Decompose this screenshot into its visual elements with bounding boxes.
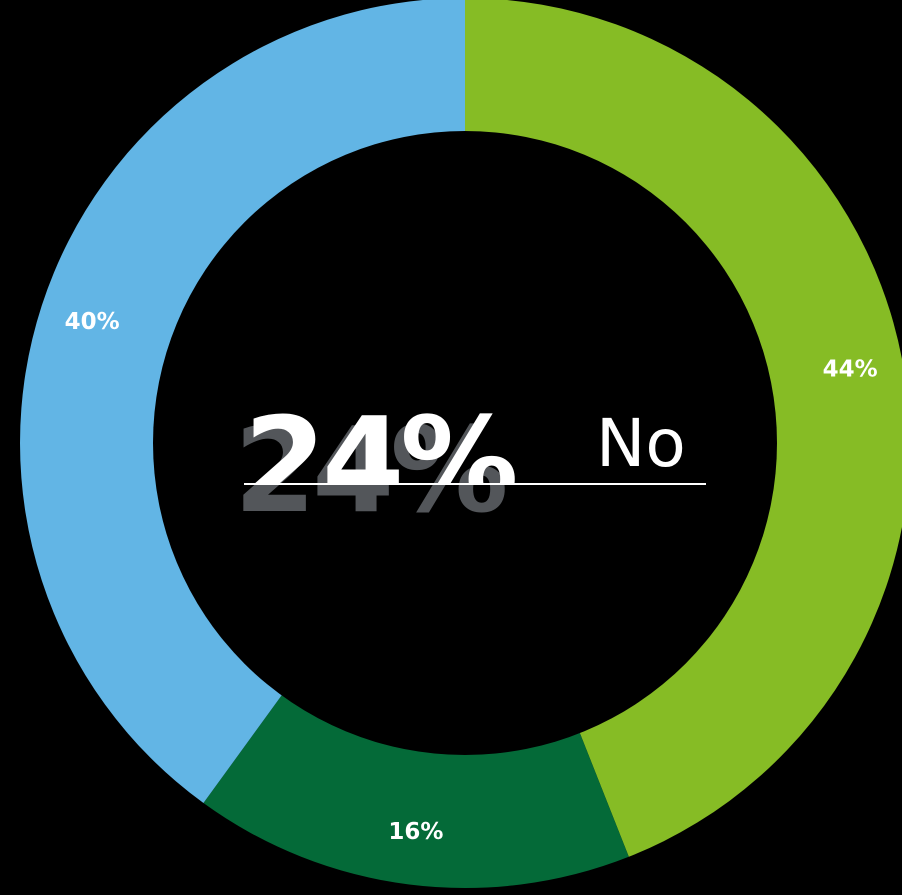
center-value-shadow: 24% [234,401,505,539]
slice-label-2: 16% [388,819,443,845]
slice-labels: 44% 16% 40% [65,309,878,845]
center-value: 24% [244,391,515,529]
slice-label-1: 44% [823,357,878,383]
center-callout: 24% 24% No [234,391,706,539]
center-caption: No [596,405,686,482]
slice-label-3: 40% [65,309,120,335]
donut-hole [153,131,777,755]
